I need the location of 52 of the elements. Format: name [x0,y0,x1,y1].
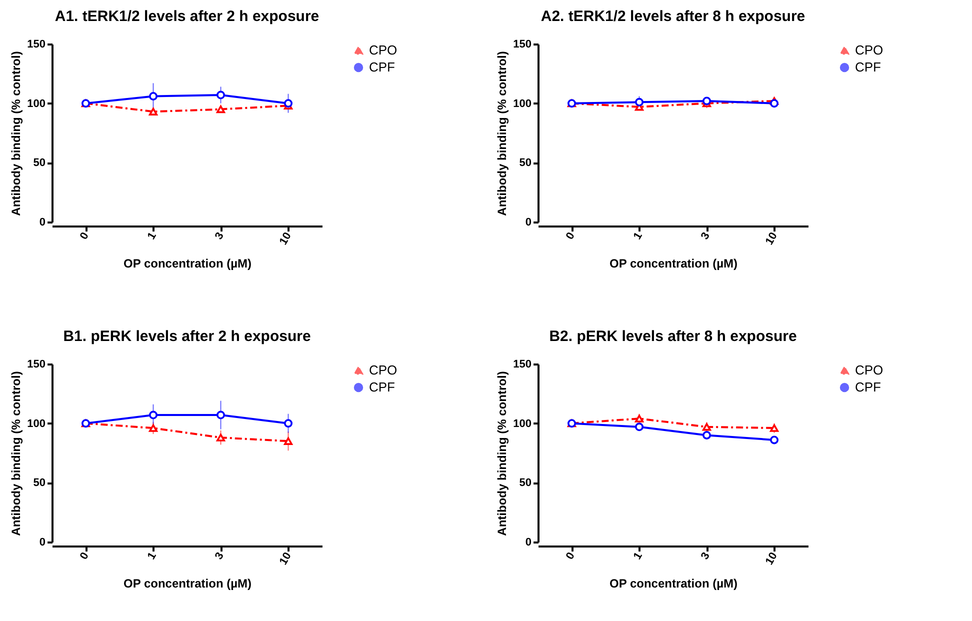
x-tick-label: 1 [631,230,645,242]
y-axis-title: Antibody binding (% control) [495,51,510,216]
x-tick-label: 10 [763,230,780,248]
y-tick-label: 150 [27,358,46,370]
legend-label: CPO [369,42,398,58]
legend-label: CPO [369,362,398,378]
y-axis-title: Antibody binding (% control) [495,371,510,536]
x-tick-label: 10 [763,550,780,568]
y-tick-label: 50 [33,157,46,170]
x-tick-label: 0 [78,550,92,562]
y-tick-label: 50 [519,157,532,170]
y-tick-label: 100 [513,418,532,430]
chart-title: B1. pERK levels after 2 h exposure [63,328,311,345]
y-axis-title: Antibody binding (% control) [9,51,24,216]
y-tick-label: 100 [27,418,46,430]
x-axis-title: OP concentration (µM) [609,256,738,271]
y-tick-label: 0 [39,536,46,548]
legend-label: CPF [855,380,882,394]
x-axis-title: OP concentration (µM) [609,576,738,591]
y-tick-label: 50 [33,477,46,490]
chart-title: B2. pERK levels after 8 h exposure [549,328,797,345]
x-tick-label: 1 [145,550,159,562]
x-tick-label: 0 [564,230,578,242]
x-tick-label: 0 [78,230,92,242]
y-tick-label: 50 [519,477,532,490]
chart-title: A1. tERK1/2 levels after 2 h exposure [54,8,320,25]
x-axis-title: OP concentration (µM) [123,576,252,591]
x-tick-label: 1 [145,230,159,242]
legend-label: CPF [369,60,396,74]
x-tick-label: 3 [212,230,226,242]
y-axis-title: Antibody binding (% control) [9,371,24,536]
y-tick-label: 0 [39,216,46,228]
x-tick-label: 0 [564,550,578,562]
y-tick-label: 150 [513,358,532,370]
x-tick-label: 10 [277,230,294,248]
x-tick-label: 1 [631,550,645,562]
x-tick-label: 10 [277,550,294,568]
y-tick-label: 100 [27,98,46,110]
legend-label: CPF [855,60,882,74]
legend-label: CPO [855,42,884,58]
legend-label: CPO [855,362,884,378]
x-tick-label: 3 [212,550,226,562]
y-tick-label: 150 [27,38,46,50]
x-tick-label: 3 [698,230,712,242]
x-axis-title: OP concentration (µM) [123,256,252,271]
legend-label: CPF [369,380,396,394]
x-tick-label: 3 [698,550,712,562]
y-tick-label: 150 [513,38,532,50]
chart-title: A2. tERK1/2 levels after 8 h exposure [540,8,806,25]
y-tick-label: 100 [513,98,532,110]
y-tick-label: 0 [525,216,532,228]
y-tick-label: 0 [525,536,532,548]
